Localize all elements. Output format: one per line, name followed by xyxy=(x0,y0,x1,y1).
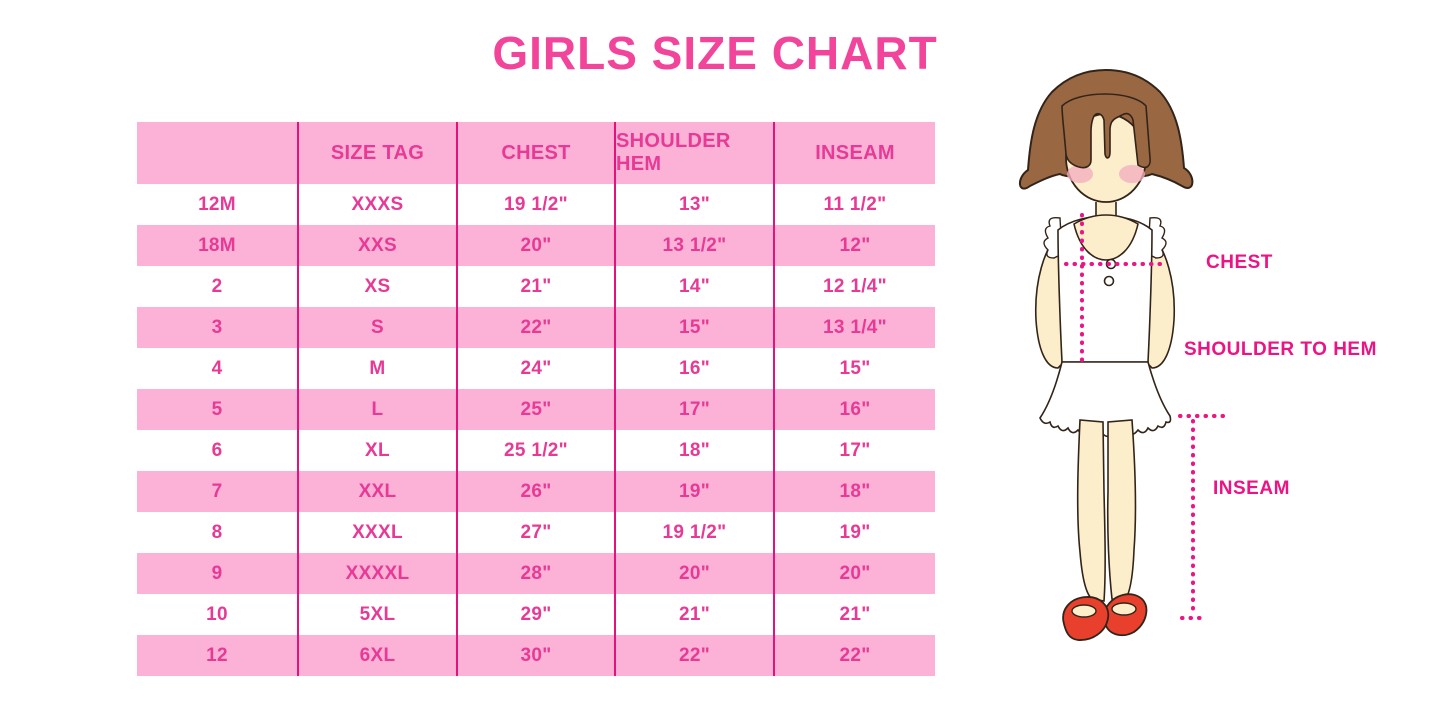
table-cell: 5XL xyxy=(297,594,456,635)
table-row: 6 XL 25 1/2" 18" 17" xyxy=(137,430,935,471)
table-cell: 6 xyxy=(211,439,223,461)
table-cell: 15" xyxy=(773,348,935,389)
table-row: 2 XS 21" 14" 12 1/4" xyxy=(137,266,935,307)
page-title: GIRLS SIZE CHART xyxy=(492,27,938,79)
table-cell: 4 xyxy=(211,357,223,379)
table-cell: 20" xyxy=(614,553,773,594)
table-cell: 18" xyxy=(614,430,773,471)
table-cell: M xyxy=(297,348,456,389)
table-cell: 20" xyxy=(773,553,935,594)
chest-label: CHEST xyxy=(1206,252,1273,273)
table-row: 5 L 25" 17" 16" xyxy=(137,389,935,430)
table-cell: 25 1/2" xyxy=(456,430,614,471)
cheek-right xyxy=(1119,165,1145,183)
table-cell: 25" xyxy=(456,389,614,430)
table-cell: 24" xyxy=(456,348,614,389)
table-cell: XXXS xyxy=(297,184,456,225)
table-header-cell: INSEAM xyxy=(773,122,935,184)
table-cell: 3 xyxy=(211,316,223,338)
table-cell: XL xyxy=(297,430,456,471)
table-cell: 18M xyxy=(198,234,236,256)
table-cell: 9 xyxy=(211,562,223,584)
button xyxy=(1103,275,1115,287)
table-cell: 12M xyxy=(198,193,236,215)
table-row: 12 6XL 30" 22" 22" xyxy=(137,635,935,676)
table-cell: S xyxy=(297,307,456,348)
table-cell: XXXXL xyxy=(297,553,456,594)
table-cell: 13 1/2" xyxy=(614,225,773,266)
table-cell: XXS xyxy=(297,225,456,266)
table-cell: 20" xyxy=(456,225,614,266)
table-row: 10 5XL 29" 21" 21" xyxy=(137,594,935,635)
table-row: 7 XXL 26" 19" 18" xyxy=(137,471,935,512)
legs xyxy=(1076,419,1137,602)
table-cell: 19 1/2" xyxy=(614,512,773,553)
table-cell: 5 xyxy=(211,398,223,420)
cheek-left xyxy=(1067,165,1093,183)
table-cell: 13" xyxy=(614,184,773,225)
table-cell: 17" xyxy=(614,389,773,430)
table-row: 9 XXXXL 28" 20" 20" xyxy=(137,553,935,594)
table-cell: 19" xyxy=(614,471,773,512)
table-cell: 12 1/4" xyxy=(773,266,935,307)
table-header-cell xyxy=(137,122,297,184)
table-header-row: SIZE TAG CHEST SHOULDER HEM INSEAM xyxy=(137,122,935,184)
table-cell: 16" xyxy=(773,389,935,430)
table-cell: 19 1/2" xyxy=(456,184,614,225)
table-cell: 2 xyxy=(211,275,223,297)
skirt xyxy=(1039,361,1172,438)
table-cell: 14" xyxy=(614,266,773,307)
table-cell: 8 xyxy=(211,521,223,543)
table-cell: XXXL xyxy=(297,512,456,553)
table-header-cell: SHOULDER HEM xyxy=(614,122,773,184)
table-cell: 17" xyxy=(773,430,935,471)
table-cell: XXL xyxy=(297,471,456,512)
size-chart-table: SIZE TAG CHEST SHOULDER HEM INSEAM 12M X… xyxy=(137,122,935,676)
table-cell: 28" xyxy=(456,553,614,594)
table-cell: 22" xyxy=(456,307,614,348)
table-row: 8 XXXL 27" 19 1/2" 19" xyxy=(137,512,935,553)
inseam-label: INSEAM xyxy=(1213,478,1290,499)
table-cell: 7 xyxy=(211,480,223,502)
girl-illustration xyxy=(1019,68,1225,641)
table-row: 4 M 24" 16" 15" xyxy=(137,348,935,389)
shoulder-to-hem-label: SHOULDER TO HEM xyxy=(1184,339,1377,360)
shoes xyxy=(1062,593,1148,641)
table-header-cell: SIZE TAG xyxy=(297,122,456,184)
tank-top xyxy=(1043,214,1167,363)
table-cell: 30" xyxy=(456,635,614,676)
table-row: 3 S 22" 15" 13 1/4" xyxy=(137,307,935,348)
table-row: 18M XXS 20" 13 1/2" 12" xyxy=(137,225,935,266)
table-cell: 15" xyxy=(614,307,773,348)
table-row: 12M XXXS 19 1/2" 13" 11 1/2" xyxy=(137,184,935,225)
table-cell: L xyxy=(297,389,456,430)
table-cell: 27" xyxy=(456,512,614,553)
table-cell: 26" xyxy=(456,471,614,512)
table-cell: 19" xyxy=(773,512,935,553)
table-cell: 21" xyxy=(773,594,935,635)
table-cell: 21" xyxy=(614,594,773,635)
table-cell: 16" xyxy=(614,348,773,389)
table-cell: 13 1/4" xyxy=(773,307,935,348)
table-cell: 12" xyxy=(773,225,935,266)
table-cell: 6XL xyxy=(297,635,456,676)
table-cell: 22" xyxy=(614,635,773,676)
table-cell: 18" xyxy=(773,471,935,512)
table-cell: 22" xyxy=(773,635,935,676)
table-header-cell: CHEST xyxy=(456,122,614,184)
hair-bangs xyxy=(1061,93,1151,169)
table-cell: 12 xyxy=(206,644,228,666)
table-cell: XS xyxy=(297,266,456,307)
table-cell: 29" xyxy=(456,594,614,635)
table-cell: 11 1/2" xyxy=(773,184,935,225)
table-cell: 10 xyxy=(206,603,228,625)
table-cell: 21" xyxy=(456,266,614,307)
